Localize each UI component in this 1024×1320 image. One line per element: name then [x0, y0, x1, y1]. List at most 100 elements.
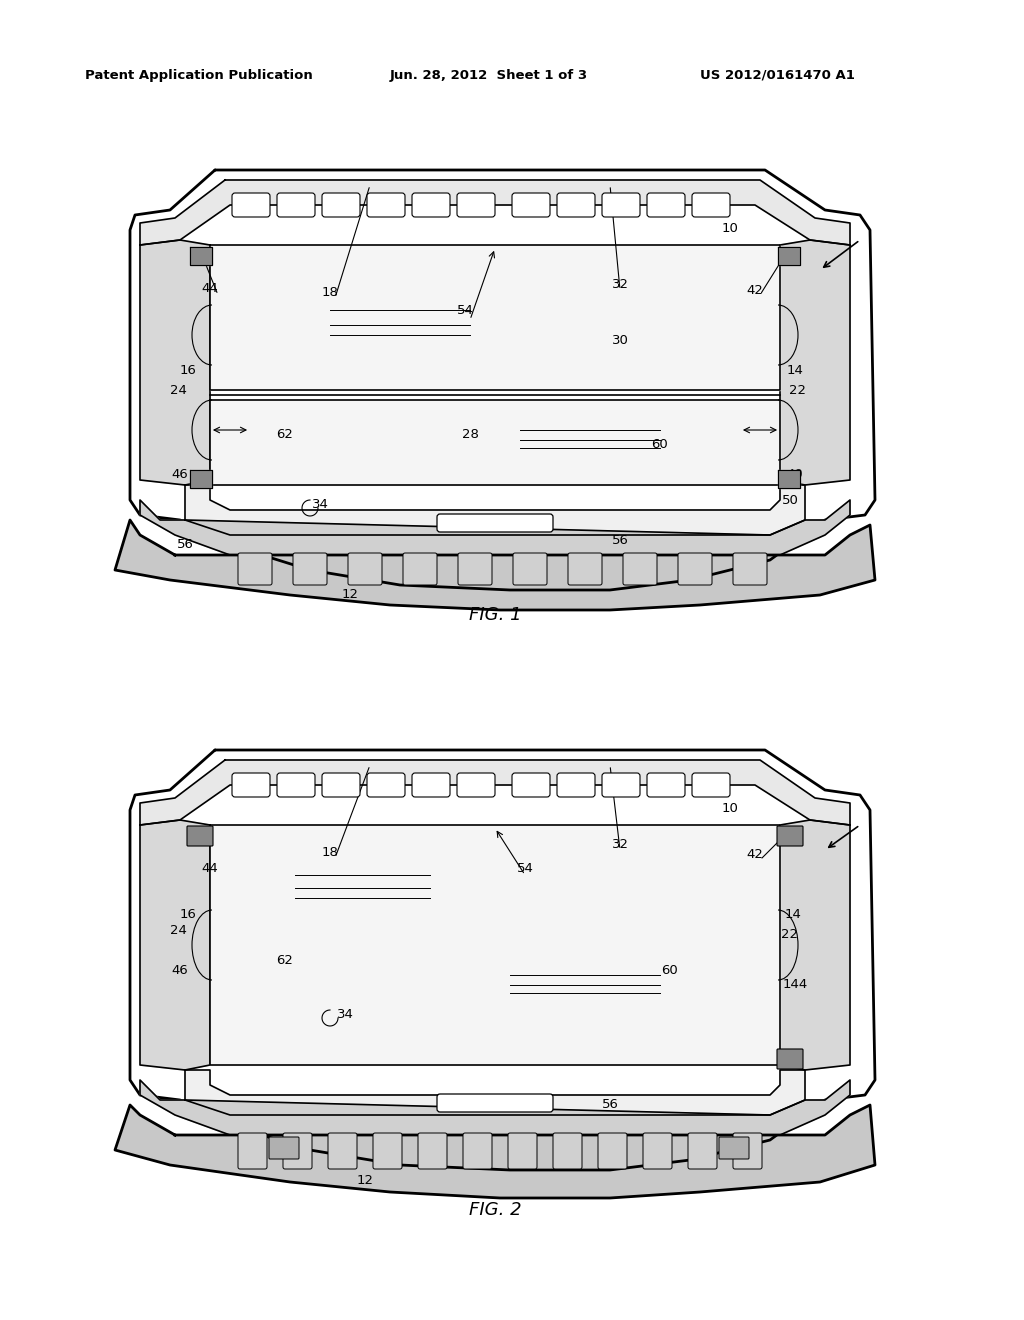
- FancyBboxPatch shape: [777, 826, 803, 846]
- Text: 12: 12: [356, 1173, 374, 1187]
- Polygon shape: [185, 1071, 805, 1115]
- Text: 18: 18: [322, 286, 339, 300]
- Text: 44: 44: [202, 862, 218, 874]
- FancyBboxPatch shape: [418, 1133, 447, 1170]
- FancyBboxPatch shape: [463, 1133, 492, 1170]
- Text: 14: 14: [784, 908, 802, 921]
- FancyBboxPatch shape: [602, 193, 640, 216]
- FancyBboxPatch shape: [238, 1133, 267, 1170]
- Polygon shape: [140, 820, 210, 1071]
- FancyBboxPatch shape: [412, 193, 450, 216]
- FancyBboxPatch shape: [373, 1133, 402, 1170]
- Text: 60: 60: [662, 964, 678, 977]
- FancyBboxPatch shape: [692, 193, 730, 216]
- Text: 62: 62: [276, 953, 294, 966]
- Text: 22: 22: [790, 384, 807, 396]
- FancyBboxPatch shape: [293, 553, 327, 585]
- FancyBboxPatch shape: [437, 513, 553, 532]
- Text: 40: 40: [781, 1053, 799, 1067]
- Text: 56: 56: [176, 539, 194, 552]
- Polygon shape: [130, 170, 874, 590]
- Polygon shape: [778, 247, 800, 265]
- FancyBboxPatch shape: [508, 1133, 537, 1170]
- Polygon shape: [140, 760, 850, 825]
- FancyBboxPatch shape: [457, 193, 495, 216]
- Polygon shape: [140, 180, 850, 246]
- Text: 24: 24: [170, 384, 186, 396]
- FancyBboxPatch shape: [367, 774, 406, 797]
- Text: 34: 34: [311, 499, 329, 511]
- FancyBboxPatch shape: [553, 1133, 582, 1170]
- FancyBboxPatch shape: [733, 1133, 762, 1170]
- Polygon shape: [115, 520, 874, 610]
- Text: 56: 56: [611, 533, 629, 546]
- Text: 30: 30: [611, 334, 629, 346]
- FancyBboxPatch shape: [322, 774, 360, 797]
- Text: Patent Application Publication: Patent Application Publication: [85, 69, 312, 82]
- FancyBboxPatch shape: [598, 1133, 627, 1170]
- FancyBboxPatch shape: [458, 553, 492, 585]
- Text: 34: 34: [337, 1008, 353, 1022]
- FancyBboxPatch shape: [412, 774, 450, 797]
- FancyBboxPatch shape: [777, 1049, 803, 1069]
- Polygon shape: [210, 825, 780, 1065]
- Text: 12: 12: [341, 589, 358, 602]
- Text: 18: 18: [322, 846, 339, 859]
- FancyBboxPatch shape: [733, 553, 767, 585]
- Polygon shape: [210, 400, 780, 484]
- Text: 10: 10: [722, 222, 738, 235]
- FancyBboxPatch shape: [238, 553, 272, 585]
- Text: 28: 28: [462, 429, 478, 441]
- Polygon shape: [140, 500, 850, 554]
- FancyBboxPatch shape: [512, 774, 550, 797]
- FancyBboxPatch shape: [643, 1133, 672, 1170]
- FancyBboxPatch shape: [512, 193, 550, 216]
- Text: 16: 16: [179, 908, 197, 921]
- Polygon shape: [778, 470, 800, 488]
- FancyBboxPatch shape: [403, 553, 437, 585]
- Text: 42: 42: [746, 849, 764, 862]
- FancyBboxPatch shape: [557, 193, 595, 216]
- Text: 10: 10: [722, 801, 738, 814]
- Text: 54: 54: [457, 304, 473, 317]
- Text: 144: 144: [782, 978, 808, 991]
- FancyBboxPatch shape: [568, 553, 602, 585]
- Polygon shape: [780, 820, 850, 1071]
- Text: 44: 44: [202, 281, 218, 294]
- Polygon shape: [185, 484, 805, 535]
- Polygon shape: [140, 240, 210, 484]
- Text: 14: 14: [786, 363, 804, 376]
- Text: FIG. 1: FIG. 1: [469, 606, 521, 624]
- Text: FIG. 2: FIG. 2: [469, 1201, 521, 1218]
- Polygon shape: [115, 1105, 874, 1199]
- Text: 46: 46: [172, 469, 188, 482]
- Text: 46: 46: [172, 964, 188, 977]
- FancyBboxPatch shape: [513, 553, 547, 585]
- Polygon shape: [780, 240, 850, 484]
- FancyBboxPatch shape: [348, 553, 382, 585]
- FancyBboxPatch shape: [367, 193, 406, 216]
- FancyBboxPatch shape: [602, 774, 640, 797]
- FancyBboxPatch shape: [647, 193, 685, 216]
- FancyBboxPatch shape: [623, 553, 657, 585]
- Text: 22: 22: [781, 928, 799, 941]
- FancyBboxPatch shape: [692, 774, 730, 797]
- Text: 50: 50: [781, 494, 799, 507]
- FancyBboxPatch shape: [437, 1094, 553, 1111]
- Text: 40: 40: [786, 469, 804, 482]
- Text: 32: 32: [611, 838, 629, 851]
- FancyBboxPatch shape: [557, 774, 595, 797]
- FancyBboxPatch shape: [678, 553, 712, 585]
- FancyBboxPatch shape: [647, 774, 685, 797]
- Text: 54: 54: [516, 862, 534, 874]
- FancyBboxPatch shape: [457, 774, 495, 797]
- Text: 24: 24: [170, 924, 186, 936]
- Text: 60: 60: [651, 438, 669, 451]
- Polygon shape: [210, 246, 780, 389]
- FancyBboxPatch shape: [269, 1137, 299, 1159]
- FancyBboxPatch shape: [278, 774, 315, 797]
- FancyBboxPatch shape: [278, 193, 315, 216]
- FancyBboxPatch shape: [232, 774, 270, 797]
- Polygon shape: [190, 247, 212, 265]
- Text: 42: 42: [746, 284, 764, 297]
